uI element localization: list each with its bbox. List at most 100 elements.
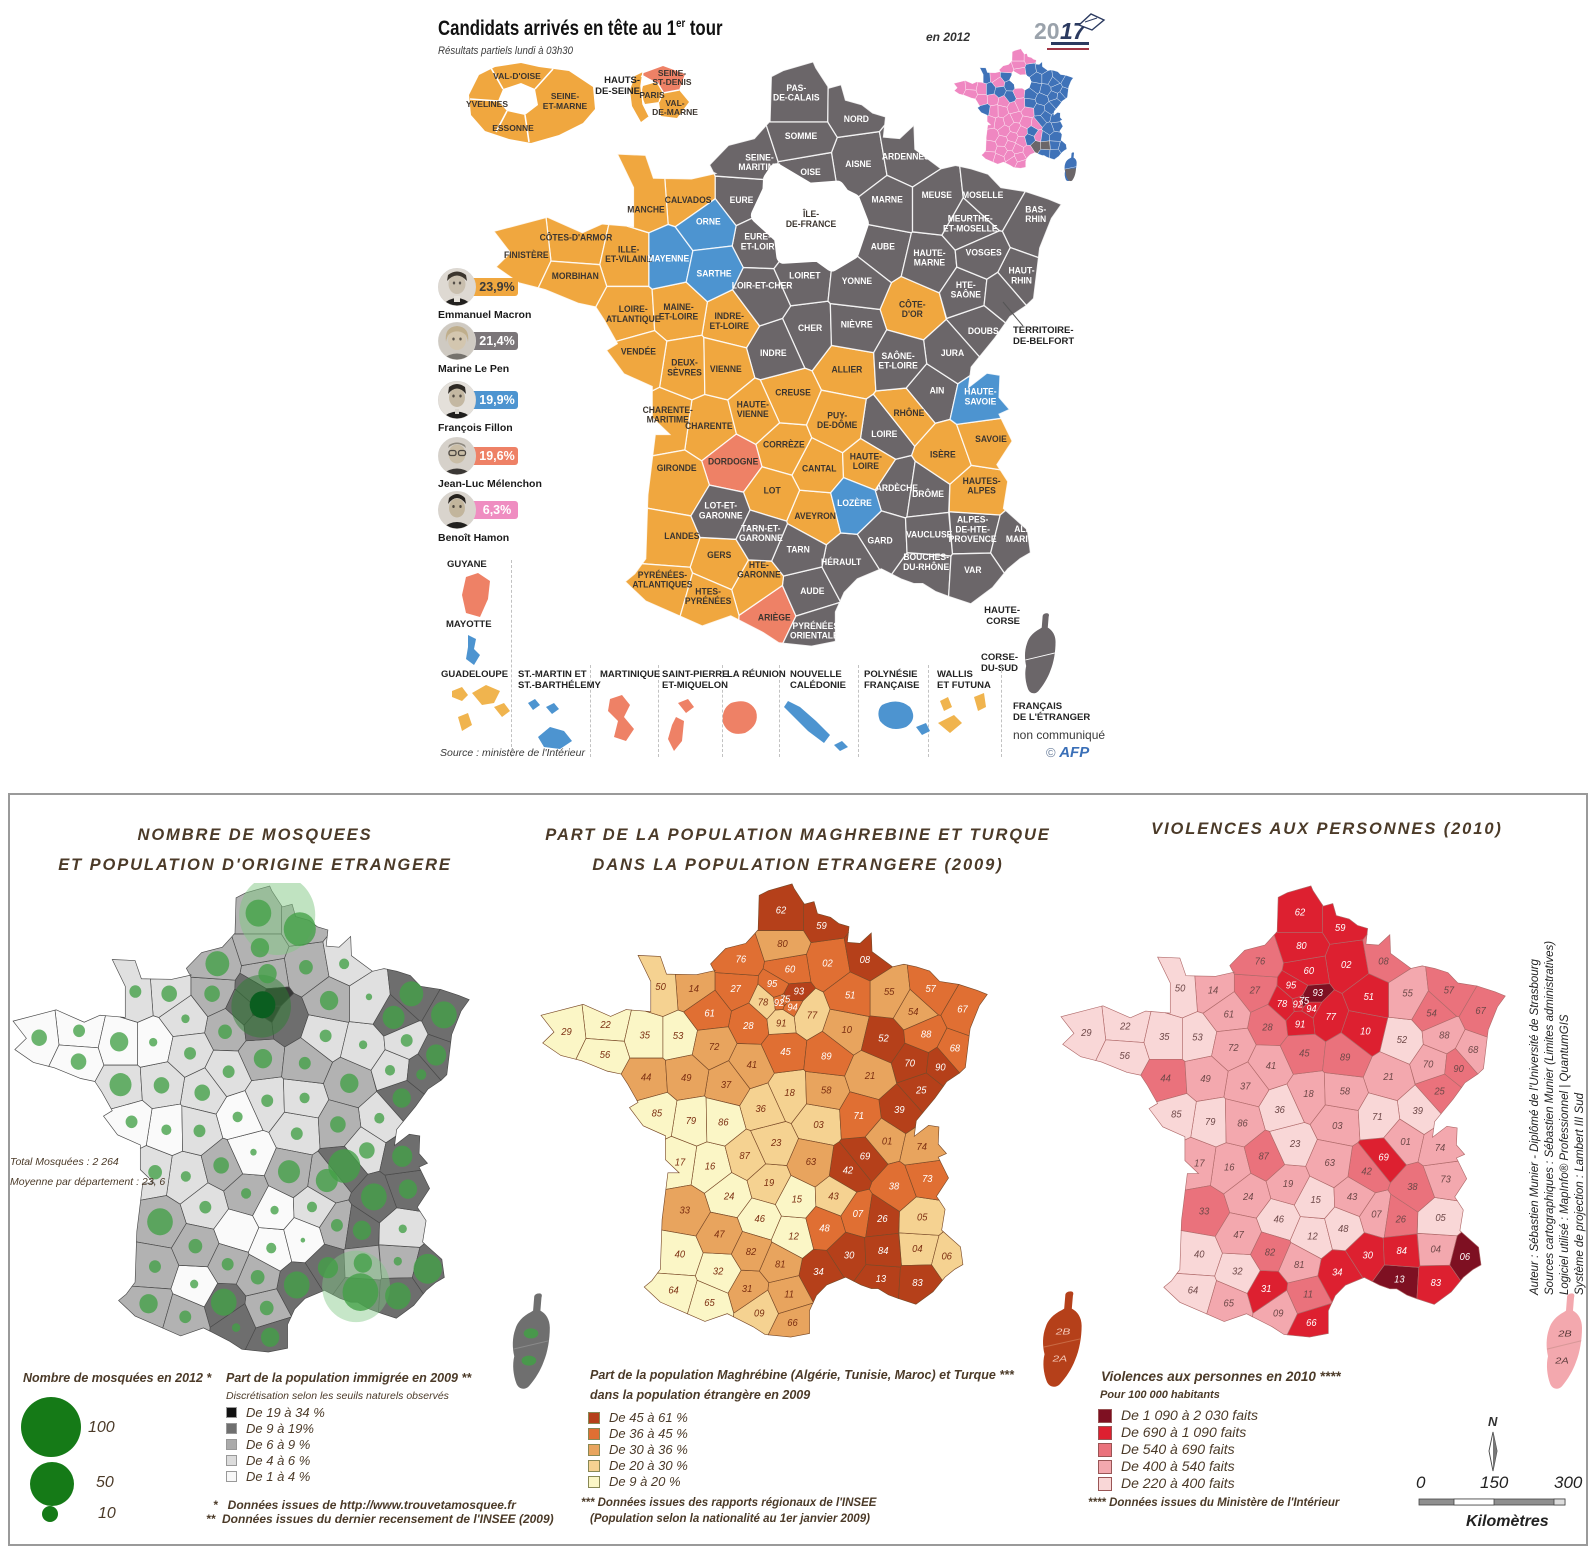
svg-text:YONNE: YONNE <box>842 276 872 286</box>
svg-text:BOUCHES-DU-RHÔNE: BOUCHES-DU-RHÔNE <box>903 552 949 572</box>
svg-text:49: 49 <box>681 1073 692 1084</box>
svg-text:31: 31 <box>742 1284 752 1295</box>
svg-text:06: 06 <box>941 1251 952 1262</box>
svg-text:HTE-SAÔNE: HTE-SAÔNE <box>951 280 981 300</box>
svg-text:LOT: LOT <box>764 485 782 495</box>
svg-text:CALVADOS: CALVADOS <box>665 195 712 205</box>
svg-text:34: 34 <box>1332 1267 1342 1278</box>
svg-text:88: 88 <box>921 1029 932 1040</box>
svg-text:VAL-D'OISE: VAL-D'OISE <box>493 71 541 81</box>
svg-text:66: 66 <box>1306 1318 1317 1329</box>
svg-text:57: 57 <box>1444 985 1455 996</box>
svg-text:85: 85 <box>1171 1109 1182 1120</box>
svg-text:68: 68 <box>950 1043 961 1054</box>
svg-text:65: 65 <box>1224 1298 1235 1309</box>
svg-text:82: 82 <box>1265 1247 1276 1258</box>
svg-text:84: 84 <box>1396 1246 1406 1257</box>
svg-text:83: 83 <box>1431 1278 1442 1289</box>
svg-text:02: 02 <box>822 958 833 969</box>
svg-text:16: 16 <box>705 1161 716 1172</box>
svg-text:78: 78 <box>758 997 769 1008</box>
svg-text:04: 04 <box>1431 1244 1441 1255</box>
svg-text:33: 33 <box>1199 1206 1210 1217</box>
svg-text:MAYENNE: MAYENNE <box>647 253 689 263</box>
svg-text:38: 38 <box>889 1181 900 1192</box>
svg-text:69: 69 <box>860 1151 871 1162</box>
svg-text:36: 36 <box>1274 1105 1285 1116</box>
svg-text:ARDÈCHE: ARDÈCHE <box>876 482 918 493</box>
svg-text:74: 74 <box>917 1142 927 1153</box>
svg-text:PAS-DE-CALAIS: PAS-DE-CALAIS <box>773 83 820 103</box>
svg-text:69: 69 <box>1378 1152 1389 1163</box>
svg-text:87: 87 <box>1258 1152 1269 1163</box>
svg-text:70: 70 <box>1423 1059 1434 1070</box>
svg-text:29: 29 <box>560 1027 572 1038</box>
svg-text:07: 07 <box>1371 1210 1382 1221</box>
svg-text:68: 68 <box>1468 1045 1479 1056</box>
svg-text:76: 76 <box>1255 956 1266 967</box>
svg-text:65: 65 <box>704 1298 715 1309</box>
svg-text:02: 02 <box>1341 960 1352 971</box>
svg-text:03: 03 <box>1332 1121 1343 1132</box>
svg-text:EURE-ET-LOIR: EURE-ET-LOIR <box>741 231 775 251</box>
svg-text:HTES-PYRÉNÉES: HTES-PYRÉNÉES <box>685 586 732 606</box>
svg-text:ORNE: ORNE <box>696 216 721 226</box>
svg-text:26: 26 <box>876 1214 888 1225</box>
svg-text:85: 85 <box>652 1108 663 1119</box>
svg-text:MORBIHAN: MORBIHAN <box>552 271 599 281</box>
svg-text:24: 24 <box>1242 1192 1253 1203</box>
svg-text:DEUX-SÈVRES: DEUX-SÈVRES <box>667 357 702 377</box>
svg-text:GERS: GERS <box>707 550 731 560</box>
svg-text:VENDÉE: VENDÉE <box>621 345 656 356</box>
svg-text:57: 57 <box>925 984 936 995</box>
svg-text:47: 47 <box>1233 1230 1244 1241</box>
svg-text:30: 30 <box>844 1250 855 1261</box>
svg-text:09: 09 <box>1273 1309 1284 1320</box>
svg-text:61: 61 <box>704 1008 714 1019</box>
svg-text:74: 74 <box>1435 1143 1445 1154</box>
svg-text:34: 34 <box>813 1267 823 1278</box>
svg-text:YVELINES: YVELINES <box>466 99 508 109</box>
svg-text:77: 77 <box>807 1010 818 1021</box>
svg-text:DRÔME: DRÔME <box>912 488 944 499</box>
svg-text:62: 62 <box>1295 907 1306 918</box>
svg-text:63: 63 <box>1325 1158 1336 1169</box>
svg-text:40: 40 <box>1194 1249 1205 1260</box>
svg-text:03: 03 <box>813 1120 824 1131</box>
svg-text:CÔTES-D'ARMOR: CÔTES-D'ARMOR <box>540 231 613 242</box>
svg-text:AUDE: AUDE <box>800 586 824 596</box>
svg-text:84: 84 <box>878 1246 888 1257</box>
svg-text:VAUCLUSE: VAUCLUSE <box>906 529 952 539</box>
svg-text:41: 41 <box>747 1060 757 1071</box>
svg-text:17: 17 <box>675 1157 686 1168</box>
svg-text:2B: 2B <box>1557 1330 1572 1339</box>
svg-text:22: 22 <box>1119 1021 1131 1032</box>
svg-text:OISE: OISE <box>800 167 821 177</box>
svg-text:VIENNE: VIENNE <box>710 364 742 374</box>
svg-text:AIN: AIN <box>930 385 945 395</box>
svg-text:CHARENTE: CHARENTE <box>685 421 733 431</box>
svg-text:32: 32 <box>1232 1266 1243 1277</box>
svg-text:24: 24 <box>723 1191 734 1202</box>
svg-text:87: 87 <box>739 1151 750 1162</box>
svg-text:RHÔNE: RHÔNE <box>893 407 924 418</box>
svg-text:39: 39 <box>894 1105 905 1116</box>
svg-text:FINISTÈRE: FINISTÈRE <box>504 249 549 260</box>
svg-text:04: 04 <box>912 1244 922 1255</box>
svg-text:42: 42 <box>843 1165 854 1176</box>
svg-text:15: 15 <box>1310 1195 1321 1206</box>
svg-text:Kilomètres: Kilomètres <box>1466 1513 1549 1530</box>
svg-text:16: 16 <box>1224 1162 1235 1173</box>
svg-text:51: 51 <box>845 990 855 1001</box>
svg-text:AUBE: AUBE <box>871 241 895 251</box>
svg-text:ILLE-ET-VILAINE: ILLE-ET-VILAINE <box>605 244 652 264</box>
svg-text:60: 60 <box>785 964 796 975</box>
svg-text:09: 09 <box>754 1308 765 1319</box>
svg-text:MAINE-ET-LOIRE: MAINE-ET-LOIRE <box>659 302 699 322</box>
svg-text:46: 46 <box>1274 1214 1285 1225</box>
svg-text:07: 07 <box>853 1209 864 1220</box>
svg-text:19: 19 <box>764 1178 775 1189</box>
svg-text:25: 25 <box>915 1085 927 1096</box>
svg-text:59: 59 <box>1335 923 1346 934</box>
svg-text:86: 86 <box>718 1117 729 1128</box>
